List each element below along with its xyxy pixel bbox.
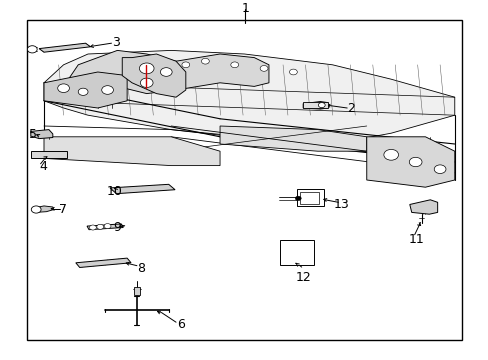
Polygon shape (44, 50, 454, 144)
Polygon shape (31, 130, 53, 139)
Text: 2: 2 (346, 102, 354, 115)
Text: 13: 13 (333, 198, 348, 211)
Circle shape (89, 225, 96, 230)
Circle shape (102, 86, 113, 94)
Text: 9: 9 (113, 221, 121, 234)
Polygon shape (122, 54, 185, 97)
Circle shape (97, 224, 103, 229)
Polygon shape (76, 258, 131, 267)
Text: 10: 10 (107, 185, 122, 198)
Polygon shape (33, 206, 54, 212)
Bar (303, 102, 327, 108)
Text: 8: 8 (137, 262, 144, 275)
Circle shape (140, 78, 153, 87)
Circle shape (182, 62, 189, 68)
Polygon shape (87, 224, 123, 230)
Circle shape (433, 165, 445, 174)
Circle shape (31, 206, 41, 213)
Polygon shape (63, 50, 185, 94)
Polygon shape (176, 54, 268, 90)
Polygon shape (366, 137, 454, 187)
Circle shape (383, 149, 398, 160)
Bar (134, 287, 140, 295)
Text: 4: 4 (39, 160, 47, 173)
Bar (297, 189, 324, 206)
Circle shape (260, 66, 267, 71)
Circle shape (160, 68, 172, 76)
Polygon shape (39, 43, 90, 52)
Bar (279, 240, 313, 265)
Bar (299, 192, 319, 204)
Text: 5: 5 (29, 128, 37, 141)
Circle shape (139, 63, 154, 74)
Bar (27, 20, 461, 340)
Polygon shape (44, 72, 127, 108)
Text: 12: 12 (295, 271, 310, 284)
Circle shape (295, 196, 301, 201)
Circle shape (27, 46, 37, 53)
Circle shape (230, 62, 238, 68)
Circle shape (104, 224, 111, 229)
Polygon shape (303, 102, 327, 109)
Text: 11: 11 (408, 233, 424, 246)
Text: 7: 7 (59, 203, 66, 216)
Circle shape (201, 58, 209, 64)
Polygon shape (44, 137, 220, 166)
Circle shape (408, 157, 421, 167)
Polygon shape (409, 200, 437, 214)
Text: 6: 6 (177, 318, 184, 331)
Polygon shape (110, 184, 175, 194)
Text: 3: 3 (112, 36, 120, 49)
Circle shape (318, 103, 325, 108)
Circle shape (58, 84, 69, 93)
Circle shape (78, 88, 88, 95)
Circle shape (289, 69, 297, 75)
Bar (31, 151, 67, 158)
Text: 1: 1 (241, 3, 249, 15)
Polygon shape (220, 126, 366, 151)
